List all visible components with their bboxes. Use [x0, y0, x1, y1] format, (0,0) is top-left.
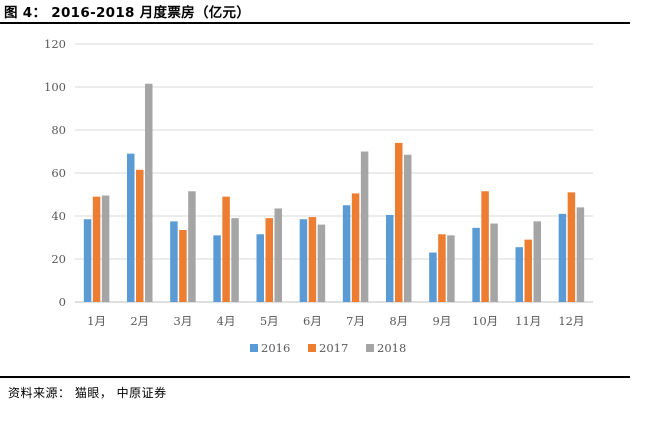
x-tick-label: 5月 [260, 314, 279, 328]
y-tick-label: 100 [44, 80, 66, 94]
y-tick-label: 40 [51, 209, 66, 223]
x-tick-label: 9月 [433, 314, 452, 328]
bar-2018-5 [274, 208, 282, 302]
x-tick-label: 10月 [472, 314, 498, 328]
x-tick-label: 11月 [515, 314, 541, 328]
bar-2016-3 [170, 221, 178, 302]
bar-chart: 0 20 40 60 80 100 120 1月 2月 3月 4月 5月 6月 7月 8月 9月 10月 11月… [44, 37, 593, 355]
bar-2018-10 [490, 223, 498, 302]
bar-2016-4 [213, 235, 221, 302]
x-tick-label: 4月 [217, 314, 236, 328]
legend-swatch-2017 [308, 344, 316, 352]
bar-2017-1 [92, 196, 101, 302]
bar-2017-5 [265, 218, 273, 302]
bar-2017-3 [179, 229, 187, 302]
y-tick-label: 60 [51, 166, 66, 180]
bar-2017-10 [481, 191, 489, 302]
y-tick-label: 20 [51, 252, 66, 266]
bar-2018-11 [533, 221, 541, 302]
x-axis-labels: 1月 2月 3月 4月 5月 6月 7月 8月 9月 10月 11月 12月 [87, 314, 584, 328]
bar-2018-3 [188, 191, 196, 302]
bar-2016-7 [342, 205, 351, 302]
figure-title: 图 4： 2016-2018 月度票房（亿元） [4, 5, 251, 21]
legend-label-2017: 2017 [319, 341, 348, 355]
bar-2016-9 [429, 252, 437, 302]
bar-2016-5 [256, 234, 264, 302]
bar-2018-8 [404, 154, 412, 302]
bar-2016-1 [83, 219, 92, 302]
x-tick-label: 1月 [87, 314, 106, 328]
x-tick-label: 6月 [303, 314, 322, 328]
x-tick-label: 7月 [346, 314, 365, 328]
bar-2016-8 [386, 214, 394, 302]
bar-2017-4 [222, 196, 230, 302]
bar-2016-6 [299, 219, 308, 302]
y-tick-label: 120 [44, 37, 66, 51]
bars [83, 83, 585, 303]
legend-swatch-2018 [366, 344, 374, 352]
bar-2018-7 [360, 151, 369, 302]
top-rule [0, 22, 630, 24]
bar-2016-2 [127, 153, 135, 302]
y-axis-ticks: 0 20 40 60 80 100 120 [44, 37, 66, 309]
bar-2018-6 [317, 224, 326, 302]
bar-2017-7 [351, 193, 360, 302]
bar-2018-1 [101, 195, 110, 302]
bottom-rule [0, 376, 630, 378]
legend-label-2016: 2016 [261, 341, 290, 355]
y-tick-label: 80 [51, 123, 66, 137]
x-tick-label: 8月 [389, 314, 408, 328]
source-note: 资料来源： 猫眼， 中原证券 [8, 386, 167, 400]
x-tick-label: 12月 [558, 314, 584, 328]
bar-2017-2 [136, 169, 144, 302]
grid-lines [75, 43, 593, 303]
bar-2016-12 [558, 213, 567, 302]
bar-2016-10 [472, 227, 480, 302]
bar-2018-2 [145, 83, 153, 303]
legend-label-2018: 2018 [377, 341, 406, 355]
bar-2017-11 [524, 239, 532, 302]
bar-2017-12 [567, 192, 576, 302]
legend: 2016 2017 2018 [250, 341, 406, 355]
bar-2018-4 [231, 218, 239, 302]
bar-2017-6 [308, 217, 317, 302]
bar-2018-12 [576, 207, 585, 302]
x-tick-label: 3月 [174, 314, 193, 328]
legend-swatch-2016 [250, 344, 258, 352]
y-tick-label: 0 [59, 295, 66, 309]
bar-2017-8 [395, 142, 403, 302]
bar-2017-9 [438, 234, 446, 302]
x-tick-label: 2月 [130, 314, 149, 328]
bar-2018-9 [447, 235, 455, 302]
bar-2016-11 [515, 247, 523, 302]
